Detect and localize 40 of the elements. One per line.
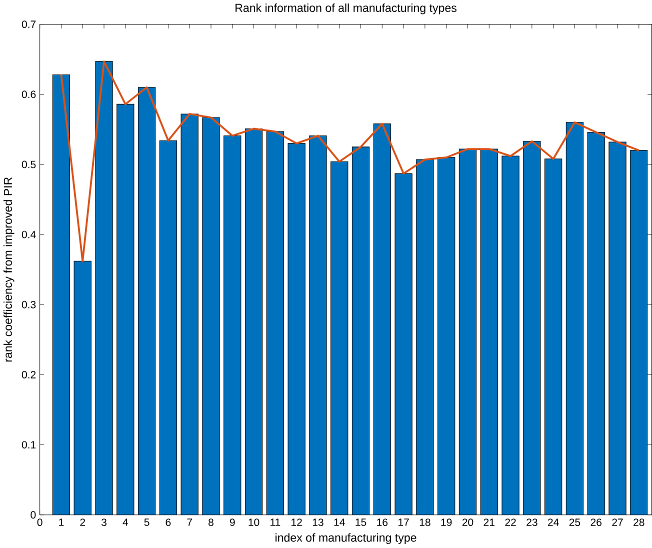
- x-tick-label: 10: [248, 518, 260, 526]
- x-tick-label: 19: [441, 518, 452, 526]
- y-tick-label: 0.4: [22, 231, 36, 238]
- x-tick-label: 15: [356, 518, 366, 526]
- y-axis-title: rank coefficiency from improved PIR: [4, 178, 14, 362]
- x-tick-label: 20: [462, 518, 474, 526]
- x-tick-label: 21: [484, 518, 494, 526]
- x-tick-label: 18: [420, 518, 430, 526]
- x-tick-label: 24: [548, 518, 559, 526]
- x-tick-label: 23: [526, 518, 538, 526]
- x-tick-label: 7: [187, 518, 192, 526]
- x-tick-label: 11: [270, 518, 280, 526]
- x-tick-label: 1: [59, 518, 64, 526]
- x-tick-label: 0: [37, 518, 42, 526]
- y-tick-label: 0.3: [22, 301, 36, 309]
- y-tick-label: 0.2: [22, 371, 36, 379]
- x-tick-label: 2: [80, 518, 86, 526]
- x-tick-label: 5: [144, 518, 150, 526]
- x-tick-label: 4: [122, 518, 128, 526]
- x-tick-label: 26: [590, 518, 602, 526]
- x-tick-label: 25: [569, 518, 580, 526]
- x-tick-label: 8: [208, 518, 214, 526]
- x-tick-label: 12: [292, 518, 302, 526]
- x-tick-label: 14: [334, 518, 345, 526]
- y-tick-label: 0.5: [22, 160, 36, 168]
- x-tick-label: 9: [230, 518, 235, 526]
- chart-title: Rank information of all manufacturing types: [236, 4, 456, 14]
- y-tick-label: 0.6: [22, 90, 36, 98]
- x-tick-label: 13: [312, 518, 324, 526]
- x-tick-label: 3: [101, 518, 106, 526]
- x-tick-label: 16: [377, 518, 388, 526]
- x-tick-label: 6: [166, 518, 171, 526]
- x-tick-label: 17: [398, 518, 409, 526]
- y-tick-label: 0.1: [22, 441, 36, 449]
- x-tick-label: 22: [505, 518, 516, 526]
- x-axis-title: index of manufacturing type: [276, 533, 416, 544]
- y-tick-label: 0.7: [22, 20, 36, 28]
- y-tick-label: 0: [30, 511, 36, 519]
- x-tick-label: 28: [634, 518, 644, 526]
- x-tick-label: 27: [612, 518, 623, 526]
